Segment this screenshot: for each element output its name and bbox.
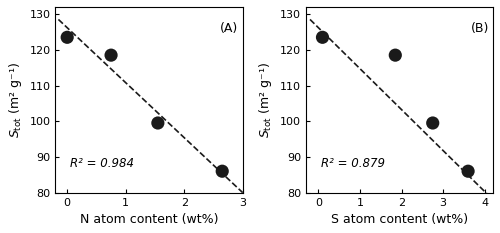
Text: (A): (A) bbox=[220, 22, 238, 35]
X-axis label: S atom content (wt%): S atom content (wt%) bbox=[331, 213, 468, 226]
Point bbox=[218, 169, 226, 173]
Point bbox=[464, 169, 472, 173]
Text: R² = 0.879: R² = 0.879 bbox=[321, 157, 385, 170]
Y-axis label: $S_{\mathrm{tot}}$ (m² g⁻¹): $S_{\mathrm{tot}}$ (m² g⁻¹) bbox=[258, 62, 274, 138]
Point bbox=[107, 53, 115, 57]
Point bbox=[154, 121, 162, 125]
X-axis label: N atom content (wt%): N atom content (wt%) bbox=[80, 213, 218, 226]
Text: (B): (B) bbox=[470, 22, 489, 35]
Point bbox=[63, 35, 71, 39]
Point bbox=[428, 121, 436, 125]
Y-axis label: $S_{\mathrm{tot}}$ (m² g⁻¹): $S_{\mathrm{tot}}$ (m² g⁻¹) bbox=[7, 62, 24, 138]
Point bbox=[318, 35, 326, 39]
Text: R² = 0.984: R² = 0.984 bbox=[70, 157, 134, 170]
Point bbox=[392, 53, 400, 57]
